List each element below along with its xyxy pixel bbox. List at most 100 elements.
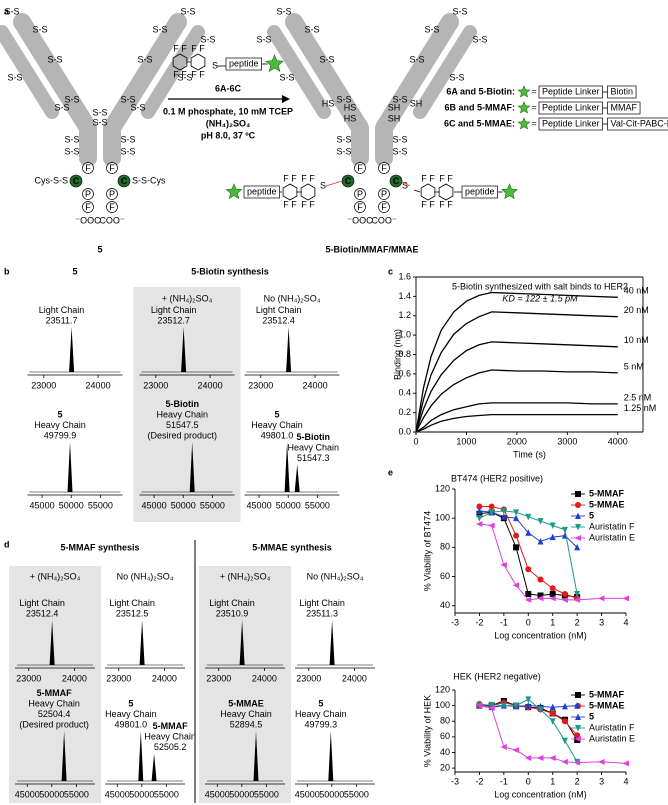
data-point: [525, 591, 532, 598]
legend-marker: [575, 713, 581, 720]
residue-label: P: [109, 189, 115, 199]
legend-marker: [574, 535, 581, 541]
data-point: [512, 582, 520, 589]
x-tick-label: 45000: [205, 789, 230, 799]
shading: [133, 287, 241, 522]
fluorine: F: [301, 199, 307, 209]
peak-label: (Desired product): [147, 430, 217, 440]
residue: [378, 188, 390, 200]
x-axis-label: Log concentration (nM): [494, 630, 587, 640]
data-point: [549, 585, 556, 592]
thiol: SH: [388, 102, 401, 112]
peak-label: 5: [275, 409, 280, 419]
y-tick-label: 40: [440, 600, 450, 610]
x-tick-label: 45000: [15, 789, 40, 799]
x-tick-label: 50000: [319, 789, 344, 799]
residue: [354, 201, 366, 213]
disulfide: S-S: [47, 54, 62, 64]
peak-label: 5-MMAF: [37, 688, 72, 698]
x-tick-label: 55000: [88, 500, 113, 510]
legend-marker: [575, 502, 581, 508]
carboxyl: ⁻OOC: [347, 215, 373, 225]
thiol: HS: [344, 113, 357, 123]
arrow-head: [282, 95, 290, 103]
bond: [413, 189, 421, 193]
residue-label: F: [109, 202, 115, 212]
series-line: [415, 341, 618, 433]
data-point: [476, 507, 483, 514]
data-point: [525, 696, 532, 703]
disulfide: S-S: [336, 134, 351, 144]
data-point: [513, 509, 520, 516]
x-tick-label: 45000: [30, 500, 55, 510]
fluorine: F: [173, 69, 179, 79]
disulfide: S-S: [276, 6, 291, 16]
data-point: [549, 754, 556, 761]
annotation: KD = 122 ± 1.5 pM: [502, 293, 578, 303]
data-point: [525, 566, 532, 573]
series-label: 10 nM: [624, 335, 649, 345]
fluorine: F: [199, 43, 205, 53]
fluorine: F: [421, 199, 427, 209]
data-point: [573, 596, 581, 603]
data-point: [537, 538, 544, 545]
carboxyl: COO⁻: [371, 215, 397, 225]
x-tick-label: 50000: [229, 789, 254, 799]
residue-label: F: [357, 163, 363, 173]
data-point: [475, 702, 483, 709]
fluorine: F: [421, 173, 427, 183]
peak-label: 5: [58, 409, 63, 419]
ring: [300, 183, 316, 201]
legend-label: 5: [589, 510, 594, 520]
disulfide: S-S: [392, 94, 407, 104]
data-point: [561, 758, 568, 765]
peak: [69, 327, 75, 372]
box-label: Peptide Linker: [542, 86, 600, 96]
residue: [82, 201, 94, 213]
peak-label: 5-Biotin: [165, 399, 199, 409]
condition: + (NH₄)₂SO₄: [162, 293, 213, 303]
data-point: [561, 526, 568, 534]
peak-label: Heavy Chain: [220, 709, 272, 719]
star: [517, 101, 531, 114]
reagent-label: 6A-6C: [215, 83, 242, 93]
data-point: [622, 595, 629, 602]
y-axis-label: % Viability of BT474: [422, 511, 432, 591]
disulfide: S-S: [336, 94, 351, 104]
residue-label: P: [381, 189, 387, 199]
x-tick-label: 24000: [303, 380, 328, 390]
peak-label: 52894.5: [230, 719, 263, 729]
peak-label: Heavy Chain: [251, 420, 303, 430]
data-point: [573, 759, 581, 766]
data-point: [500, 744, 507, 751]
box-label: peptide: [229, 58, 259, 68]
thiol: HS: [344, 102, 357, 112]
series-label: 20 nM: [624, 305, 649, 315]
data-point: [561, 718, 568, 725]
x-tick-label: 2: [575, 776, 580, 786]
sulfur: S: [212, 60, 218, 70]
peak-label: 5-MMAE: [228, 698, 264, 708]
data-point: [574, 543, 581, 551]
fluorine: F: [283, 173, 289, 183]
peak-label: 23511.7: [46, 315, 78, 325]
data-point: [488, 522, 495, 529]
condition: 0.1 M phosphate, 10 mM TCEP: [163, 106, 293, 116]
shading: [199, 566, 291, 803]
heavy-chain: [13, 13, 97, 167]
x-tick-label: 23000: [296, 673, 321, 683]
condition: No (NH₄)₂SO₄: [264, 293, 321, 303]
condition: No (NH₄)₂SO₄: [307, 571, 364, 581]
fluorine: F: [181, 43, 187, 53]
x-tick-label: 50000: [276, 500, 301, 510]
peak-label: 49799.3: [305, 719, 338, 729]
y-tick-label: 1.4: [398, 291, 411, 301]
peak-label: 52504.4: [38, 709, 71, 719]
series-line: [415, 402, 618, 433]
x-tick-label: 55000: [344, 789, 369, 799]
x-tick-label: 4: [623, 617, 628, 627]
x-tick-label: 55000: [200, 500, 225, 510]
disulfide: S-S: [336, 146, 351, 156]
disulfide: S-S: [319, 54, 334, 64]
